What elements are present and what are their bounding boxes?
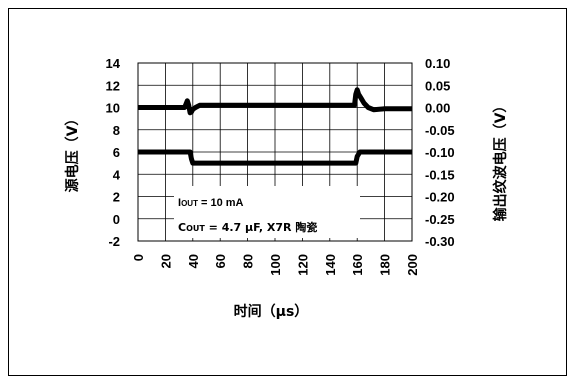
annotation-cout-prefix: C — [178, 221, 186, 234]
annotation-cout: COUT = 4.7 µF, X7R 陶瓷 — [178, 220, 317, 234]
annotation-iout-sub: OUT — [181, 199, 198, 208]
y-right-tick-label: -0.15 — [425, 167, 455, 182]
annotation-iout-prefix: I — [178, 197, 181, 209]
annotation-cout-rest: = 4.7 µF, X7R 陶瓷 — [205, 220, 317, 234]
y-right-tick-label: 0.00 — [425, 101, 450, 116]
y-right-axis-label: 输出纹波电压（V） — [492, 99, 509, 222]
tick-labels: -2 0 2 4 6 8 10 12 14 -0.30 -0.25 -0.20 -0.15 -0.10 -0… — [106, 56, 455, 276]
y-right-tick-label: -0.20 — [425, 190, 455, 205]
x-tick-label: 100 — [268, 254, 283, 276]
x-tick-label: 160 — [350, 254, 365, 276]
x-tick-label: 0 — [131, 254, 146, 261]
y-left-tick-label: 14 — [106, 56, 121, 71]
x-tick-label: 180 — [378, 254, 393, 276]
y-left-tick-label: 10 — [106, 101, 120, 116]
series-line-1 — [138, 87, 412, 116]
x-tick-label: 60 — [213, 254, 228, 268]
x-tick-label: 120 — [295, 254, 310, 276]
x-tick-label: 40 — [186, 254, 201, 268]
x-axis-label: 时间（µs） — [234, 303, 309, 320]
x-tick-label: 20 — [158, 254, 173, 268]
y-left-tick-label: 12 — [106, 78, 120, 93]
y-right-tick-label: -0.30 — [425, 234, 455, 249]
y-right-tick-label: 0.05 — [425, 78, 450, 93]
annotation-cout-sub: OUT — [186, 224, 205, 233]
x-tick-label: 140 — [323, 254, 338, 276]
y-right-tick-label: -0.05 — [425, 123, 455, 138]
y-right-tick-label: -0.10 — [425, 145, 455, 160]
y-left-tick-label: 2 — [113, 190, 120, 205]
y-left-axis-label: 源电压（V） — [64, 112, 81, 193]
annotation-iout-rest: = 10 mA — [198, 197, 244, 209]
x-tick-label: 200 — [405, 254, 420, 276]
y-left-tick-label: 8 — [113, 123, 120, 138]
annotation-iout: IOUT = 10 mA — [178, 197, 244, 209]
annotation-box — [174, 186, 360, 238]
series-layer — [138, 87, 412, 166]
y-right-tick-label: -0.25 — [425, 212, 455, 227]
y-left-tick-label: -2 — [108, 234, 120, 249]
series-line-2 — [138, 149, 412, 166]
y-left-tick-label: 0 — [113, 212, 120, 227]
y-left-tick-label: 4 — [113, 167, 121, 182]
y-left-tick-label: 6 — [113, 145, 120, 160]
y-right-tick-label: 0.10 — [425, 56, 450, 71]
x-tick-label: 80 — [241, 254, 256, 268]
